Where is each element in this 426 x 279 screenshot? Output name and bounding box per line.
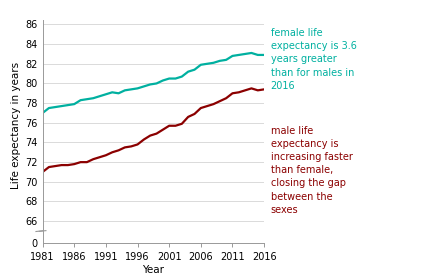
Y-axis label: Life expectancy in years: Life expectancy in years [11,62,21,189]
Text: female life
expectancy is 3.6
years greater
than for males in
2016: female life expectancy is 3.6 years grea… [271,28,357,91]
X-axis label: Year: Year [142,264,164,275]
Text: male life
expectancy is
increasing faster
than female,
closing the gap
between t: male life expectancy is increasing faste… [271,126,352,215]
